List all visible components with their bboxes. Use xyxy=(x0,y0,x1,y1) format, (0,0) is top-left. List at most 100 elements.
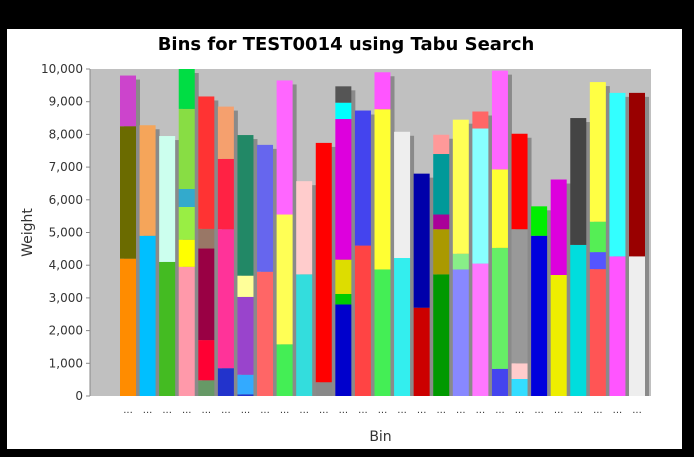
y-tick-label: 5,000 xyxy=(49,226,83,240)
bar-segment xyxy=(159,136,176,262)
bar-segment xyxy=(452,253,469,270)
y-tick-label: 0 xyxy=(75,389,83,403)
bar-segment xyxy=(198,228,215,249)
y-axis: 0 1,000 2,000 3,000 4,000 5,000 6,000 7,000 8,00… xyxy=(41,62,91,403)
bar-segment xyxy=(237,394,254,396)
bar-segment xyxy=(335,293,352,305)
bar-segment xyxy=(491,169,508,248)
bin-bar xyxy=(159,136,180,396)
bar-segment xyxy=(296,274,313,396)
bin-category-label: ... xyxy=(280,405,290,416)
bin-bar xyxy=(609,92,630,396)
bar-segment xyxy=(335,86,352,103)
bar-segment xyxy=(433,214,450,230)
bar-segment xyxy=(217,158,234,230)
bar-segment xyxy=(198,340,215,381)
bar-segment xyxy=(315,142,332,383)
bin-category-label: ... xyxy=(162,405,172,416)
bar-segment xyxy=(452,119,469,254)
bar-segment xyxy=(433,134,450,155)
bar-segment xyxy=(198,248,215,341)
bin-bar xyxy=(491,70,512,396)
bin-bar xyxy=(472,111,493,396)
bar-segment xyxy=(335,102,352,120)
bar-segment xyxy=(257,144,274,272)
bar-segment xyxy=(589,82,606,222)
bin-category-label: ... xyxy=(182,405,192,416)
bar-segment xyxy=(354,245,371,396)
bar-segment xyxy=(237,135,254,276)
bar-segment xyxy=(570,118,587,245)
bin-category-label: ... xyxy=(456,405,466,416)
bar-segment xyxy=(335,259,352,294)
bin-bar xyxy=(296,181,317,396)
bar-segment xyxy=(629,92,645,257)
bar-segment xyxy=(120,75,136,127)
bin-bar xyxy=(550,179,571,396)
bin-bar xyxy=(276,80,297,396)
bin-category-label: ... xyxy=(495,405,505,416)
bar-segment xyxy=(139,125,156,236)
bin-category-label: ... xyxy=(202,405,212,416)
bin-category-label: ... xyxy=(378,405,388,416)
bar-segment xyxy=(589,221,606,253)
y-tick-label: 9,000 xyxy=(49,95,83,109)
bin-category-label: ... xyxy=(436,405,446,416)
bar-segment xyxy=(511,229,528,364)
bar-segment xyxy=(550,179,567,276)
bin-category-label: ... xyxy=(417,405,427,416)
bar-segment xyxy=(159,261,176,396)
bar-segment xyxy=(629,256,645,396)
bar-segment xyxy=(198,96,215,229)
bin-bar xyxy=(570,118,591,397)
bar-segment xyxy=(511,363,528,379)
bin-category-label: ... xyxy=(554,405,564,416)
bin-bar xyxy=(511,133,532,396)
bar-segment xyxy=(276,80,293,215)
bin-category-label: ... xyxy=(613,405,623,416)
bar-segment xyxy=(120,126,136,259)
bar-segment xyxy=(217,229,234,369)
bar-segment xyxy=(472,263,489,396)
bar-segment xyxy=(531,235,548,396)
bar-segment xyxy=(394,131,411,259)
bin-category-label: ... xyxy=(534,405,544,416)
bar-segment xyxy=(609,256,626,396)
bin-category-label: ... xyxy=(476,405,486,416)
bin-category-label: ... xyxy=(339,405,349,416)
bar-segment xyxy=(491,368,508,396)
bar-segment xyxy=(394,258,411,396)
bar-segment xyxy=(217,106,234,159)
bar-segment xyxy=(315,382,332,396)
bin-category-label: ... xyxy=(221,405,231,416)
bar-segment xyxy=(237,374,254,395)
bin-category-label: ... xyxy=(515,405,525,416)
bin-bar xyxy=(394,131,415,396)
bar-segment xyxy=(531,206,548,236)
bar-segment xyxy=(257,271,274,396)
bar-segment xyxy=(491,70,508,170)
bin-bar xyxy=(335,86,356,397)
bin-category-label: ... xyxy=(397,405,407,416)
bin-category-label: ... xyxy=(123,405,133,416)
bar-segment xyxy=(178,108,195,190)
bar-segment xyxy=(589,252,606,270)
bar-segment xyxy=(491,247,508,369)
bar-segment xyxy=(198,380,215,396)
bin-bar xyxy=(413,173,434,396)
bar-segment xyxy=(178,189,195,207)
bar-segment xyxy=(178,69,195,109)
bar-segment xyxy=(237,296,254,375)
bar-segment xyxy=(178,239,195,267)
bin-category-label: ... xyxy=(260,405,270,416)
y-tick-label: 10,000 xyxy=(41,62,83,76)
bar-segment xyxy=(472,128,489,264)
bar-segment xyxy=(433,154,450,215)
y-tick-label: 6,000 xyxy=(49,193,83,207)
bin-bar xyxy=(354,110,375,397)
bin-bar xyxy=(374,72,395,397)
y-tick-label: 2,000 xyxy=(49,324,83,338)
bin-category-label: ... xyxy=(299,405,309,416)
